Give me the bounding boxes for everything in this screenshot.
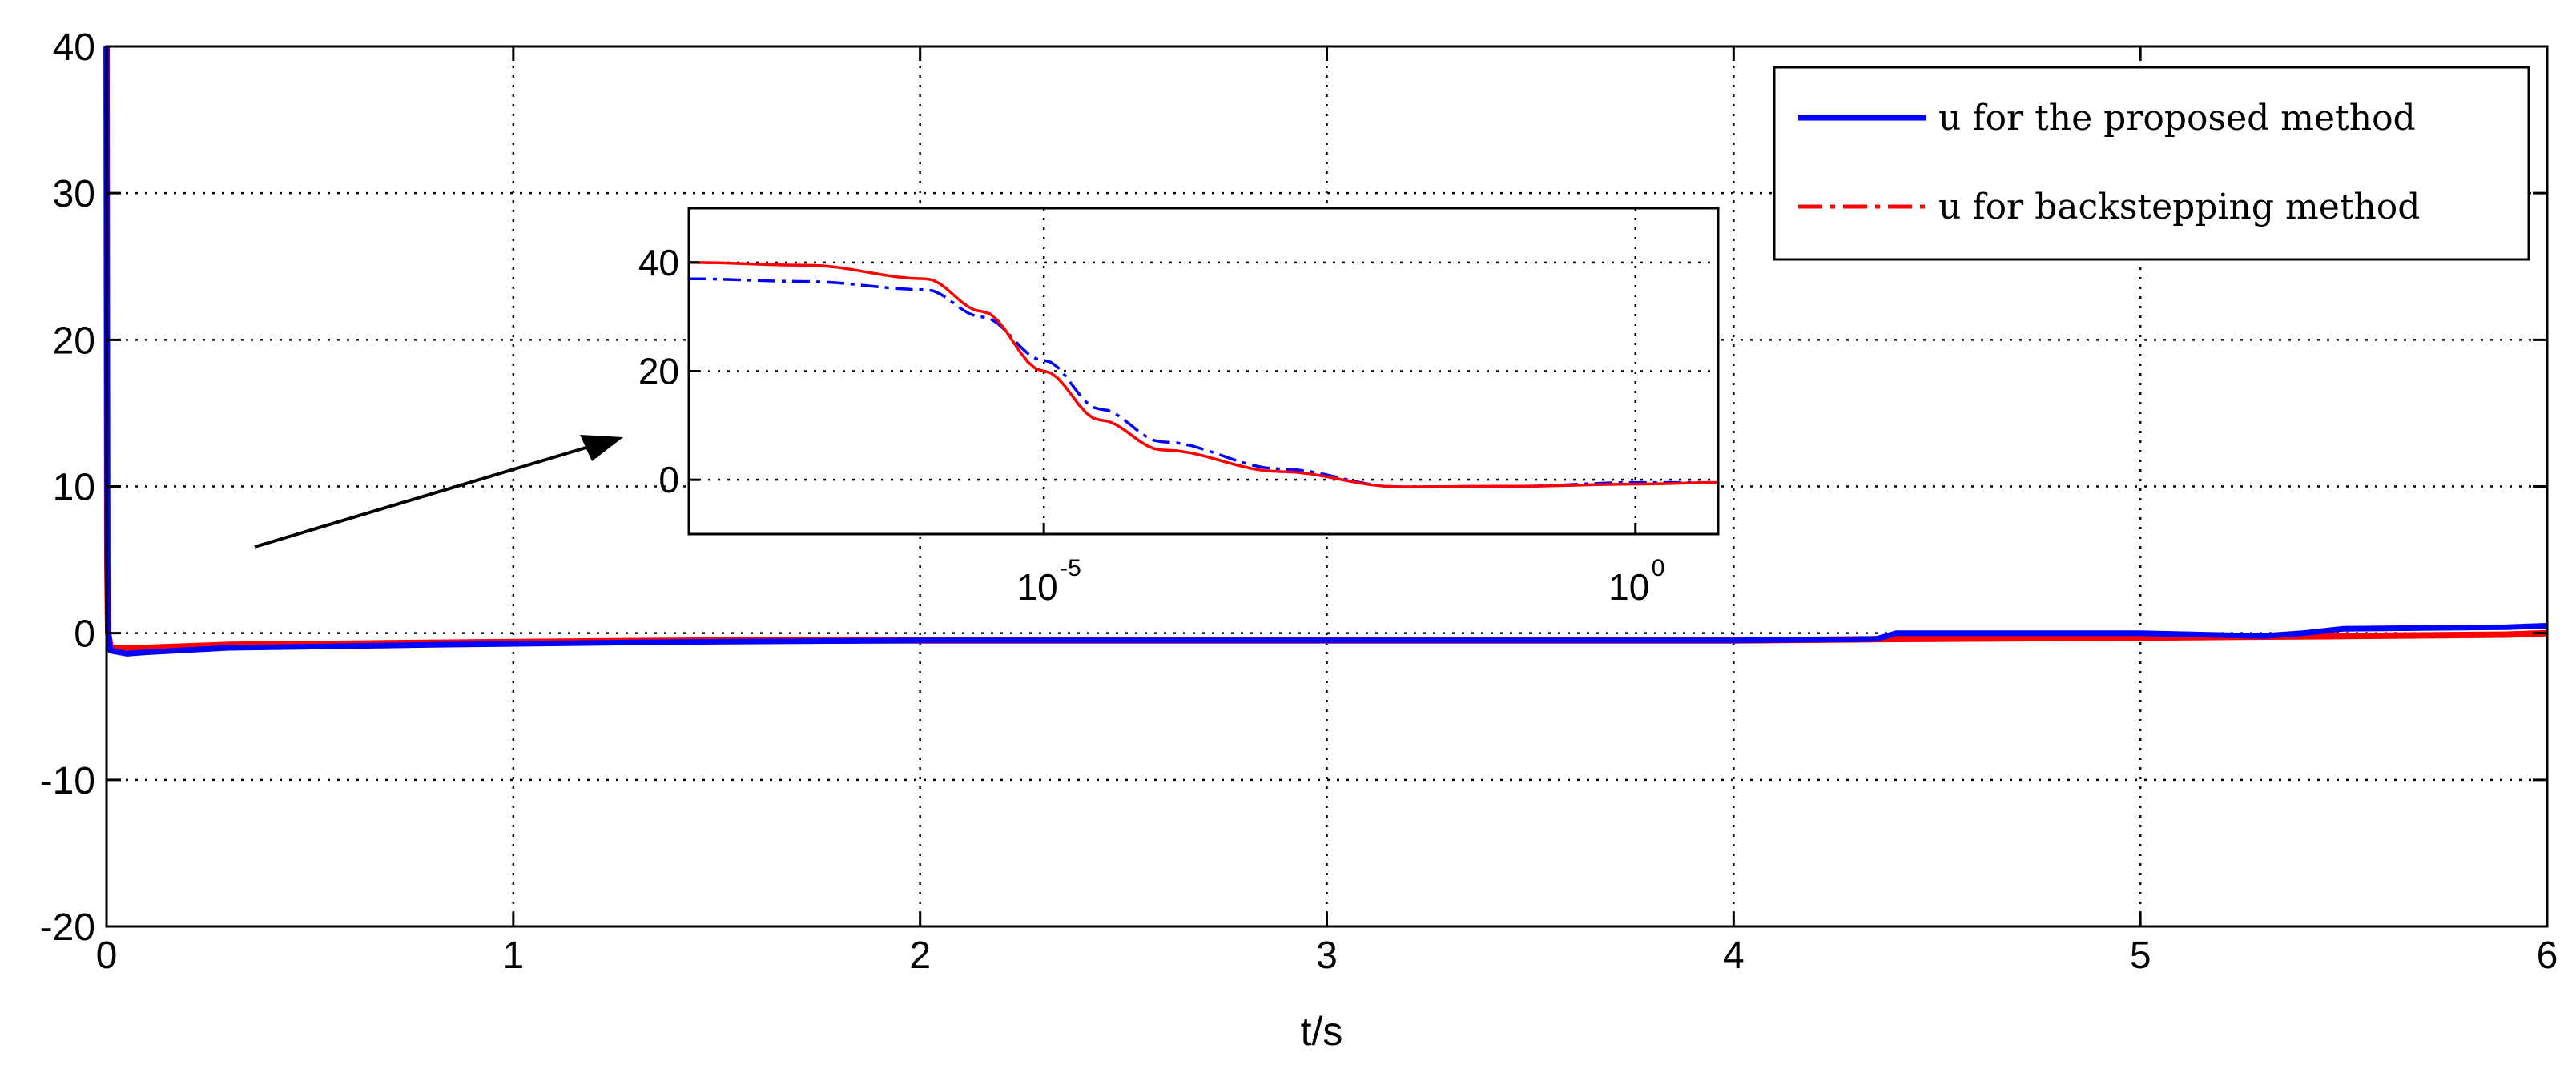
legend-label-proposed: u for the proposed method [1938,98,2416,139]
zoom-arrow-head [580,435,623,461]
inset-grid [689,208,1718,534]
main-x-tick-label: 0 [96,934,118,977]
main-y-tick-label: 10 [53,467,95,509]
inset-series-layer [688,261,1718,488]
inset-y-tick-label: 20 [638,351,679,392]
legend-box [1773,66,2530,261]
legend: u for the proposed method u for backstep… [1773,66,2530,261]
main-x-tick-label: 5 [2130,934,2151,977]
main-x-tick-label: 4 [1723,934,1745,977]
inset-x-tick-labels: 10 -5 10 0 [1017,555,1665,608]
main-y-tick-label: -10 [40,760,95,802]
zoom-arrow-shaft [254,443,598,549]
legend-label-backstepping: u for backstepping method [1938,187,2420,227]
main-y-tick-labels: 40 30 20 10 0 -10 -20 [40,26,95,949]
zoom-arrow [254,435,623,549]
inset-y-tick-label: 40 [638,242,679,283]
series-line-proposed [103,46,2548,657]
inset-tick-marks [689,261,1637,534]
main-x-tick-label: 6 [2537,934,2558,977]
inset-x-tick-exponent: -5 [1060,555,1081,581]
x-axis-title: t/s [1301,1009,1343,1054]
main-y-tick-label: 30 [53,173,95,215]
main-x-tick-label: 1 [502,934,524,977]
main-y-tick-label: -20 [40,906,95,949]
main-y-tick-label: 40 [53,26,95,69]
main-x-tick-label: 2 [909,934,931,977]
inset-y-tick-labels: 40 20 0 [638,242,679,500]
inset-y-tick-label: 0 [658,459,679,500]
inset-series-line-backstepping [688,261,1718,488]
main-y-tick-label: 0 [74,613,95,656]
main-x-tick-labels: 0 1 2 3 4 5 6 [96,934,2558,977]
inset-x-tick-label: 10 [1017,566,1058,608]
main-y-tick-label: 20 [53,319,95,362]
main-tick-marks [105,45,2549,928]
main-x-tick-label: 3 [1316,934,1338,977]
main-series-layer [103,46,2548,657]
inset-x-tick-exponent: 0 [1652,555,1665,581]
inset-x-tick-label: 10 [1608,566,1649,608]
